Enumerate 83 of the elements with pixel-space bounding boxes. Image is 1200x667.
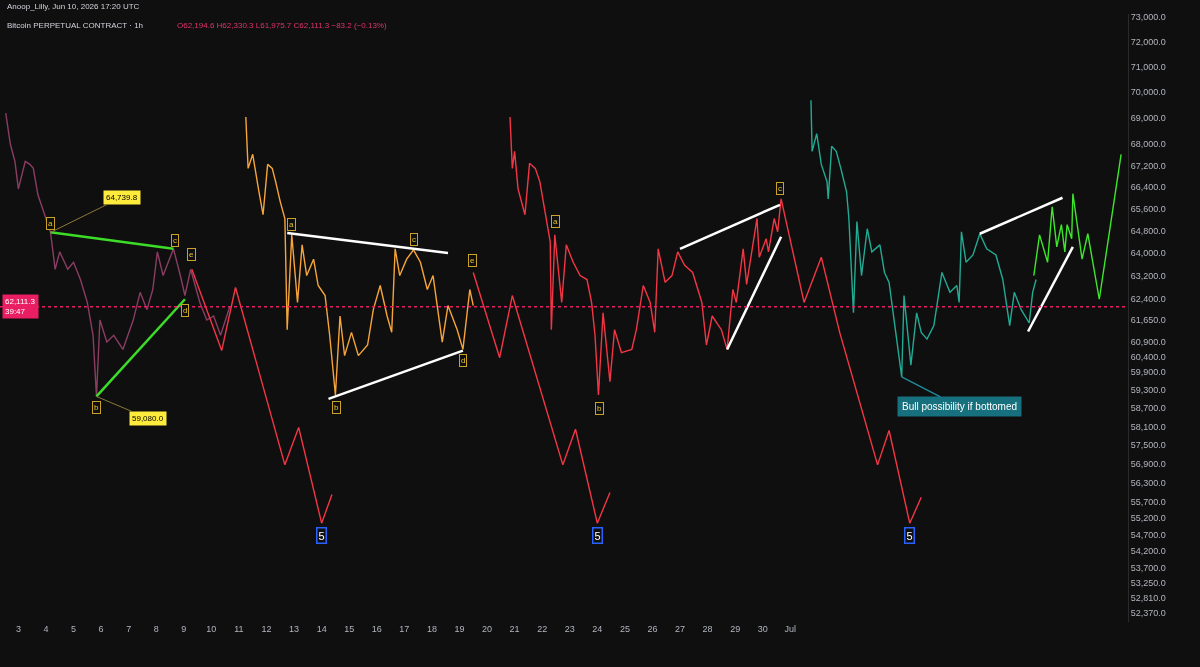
annotation: a	[48, 219, 53, 228]
x-tick-label: 20	[482, 624, 493, 634]
y-tick-label: 62,400.0	[1130, 293, 1166, 304]
x-tick-label: 25	[619, 624, 630, 634]
annotation: d	[183, 306, 188, 315]
y-tick-label: 54,200.0	[1130, 546, 1166, 557]
y-tick-label: 59,900.0	[1130, 366, 1166, 377]
x-tick-label: 6	[98, 624, 104, 634]
y-tick-label: 57,500.0	[1130, 440, 1166, 451]
y-tick-label: 52,810.0	[1130, 592, 1166, 603]
x-tick-label: 5	[71, 624, 77, 634]
x-tick-label: 12	[261, 624, 272, 634]
annotation: Bull possibility if bottomed	[902, 401, 1018, 412]
y-tick-label: 65,600.0	[1130, 203, 1166, 214]
x-tick-label: Jul	[784, 624, 797, 634]
y-tick-label: 63,200.0	[1130, 270, 1166, 281]
y-tick-label: 52,370.0	[1130, 607, 1166, 618]
y-tick-label: 73,000.0	[1130, 12, 1166, 23]
y-tick-label: 71,000.0	[1130, 61, 1166, 72]
y-tick-label: 55,200.0	[1130, 513, 1166, 524]
x-tick-label: 23	[564, 624, 575, 634]
annotation: e	[470, 256, 475, 265]
x-tick-label: 26	[647, 624, 658, 634]
x-tick-label: 22	[537, 624, 548, 634]
annotation: e	[189, 250, 194, 259]
y-tick-label: 56,900.0	[1130, 459, 1166, 470]
annotation: d	[461, 356, 466, 365]
x-tick-label: 3	[15, 624, 21, 634]
x-tick-label: 9	[181, 624, 187, 634]
x-tick-label: 24	[592, 624, 603, 634]
x-tick-label: 29	[730, 624, 741, 634]
y-tick-label: 60,900.0	[1130, 337, 1166, 348]
y-tick-label: 69,000.0	[1130, 113, 1166, 124]
y-tick-label: 58,700.0	[1130, 403, 1166, 414]
annotation: c	[412, 235, 416, 244]
x-tick-label: 8	[153, 624, 159, 634]
y-tick-label: 67,200.0	[1130, 160, 1166, 171]
x-tick-label: 7	[126, 624, 132, 634]
ref-line-label: 62,111.3 39:47	[5, 297, 36, 317]
annotation: 5	[594, 529, 601, 542]
annotation: 5	[318, 529, 325, 542]
x-tick-label: 16	[371, 624, 382, 634]
y-tick-label: 53,250.0	[1130, 577, 1166, 588]
x-tick-label: 13	[289, 624, 300, 634]
x-tick-label: 4	[43, 624, 49, 634]
y-tick-label: 70,000.0	[1130, 87, 1166, 98]
annotation: a	[553, 217, 558, 226]
y-tick-label: 72,000.0	[1130, 36, 1166, 47]
x-tick-label: 21	[509, 624, 520, 634]
annotation: a	[289, 220, 294, 229]
text: O62,194.6 H62,330.3 L61,975.7 C62,111.3 −83.2 (−0.13%)	[177, 21, 387, 30]
x-tick-label: 17	[399, 624, 410, 634]
x-tick-label: 19	[454, 624, 465, 634]
x-tick-label: 28	[702, 624, 713, 634]
annotation: c	[173, 236, 177, 245]
y-tick-label: 64,800.0	[1130, 225, 1166, 236]
x-tick-label: 10	[206, 624, 217, 634]
annotation: 59,080.0	[132, 414, 164, 423]
annotation: 64,739.8	[106, 193, 138, 202]
y-tick-label: 60,400.0	[1130, 351, 1166, 362]
text: Bitcoin PERPETUAL CONTRACT · 1h	[7, 21, 144, 30]
x-tick-label: 30	[757, 624, 768, 634]
y-tick-label: 59,300.0	[1130, 384, 1166, 395]
annotation: 5	[906, 529, 913, 542]
x-tick-label: 11	[234, 624, 244, 634]
y-tick-label: 54,700.0	[1130, 529, 1166, 540]
x-tick-label: 18	[426, 624, 437, 634]
y-tick-label: 53,700.0	[1130, 562, 1166, 573]
x-tick-label: 14	[316, 624, 327, 634]
x-tick-label: 27	[675, 624, 686, 634]
text: Anoop_Lilly, Jun 10, 2026 17:20 UTC	[7, 2, 140, 11]
y-tick-label: 68,000.0	[1130, 139, 1166, 150]
y-tick-label: 58,100.0	[1130, 421, 1166, 432]
annotation: c	[778, 184, 782, 193]
y-tick-label: 61,650.0	[1130, 315, 1166, 326]
annotation: b	[94, 403, 99, 412]
y-tick-label: 56,300.0	[1130, 478, 1166, 489]
y-tick-label: 55,700.0	[1130, 497, 1166, 508]
annotation: b	[334, 403, 339, 412]
x-tick-label: 15	[344, 624, 355, 634]
y-tick-label: 66,400.0	[1130, 182, 1166, 193]
y-tick-label: 64,000.0	[1130, 248, 1166, 259]
annotation: b	[597, 404, 602, 413]
